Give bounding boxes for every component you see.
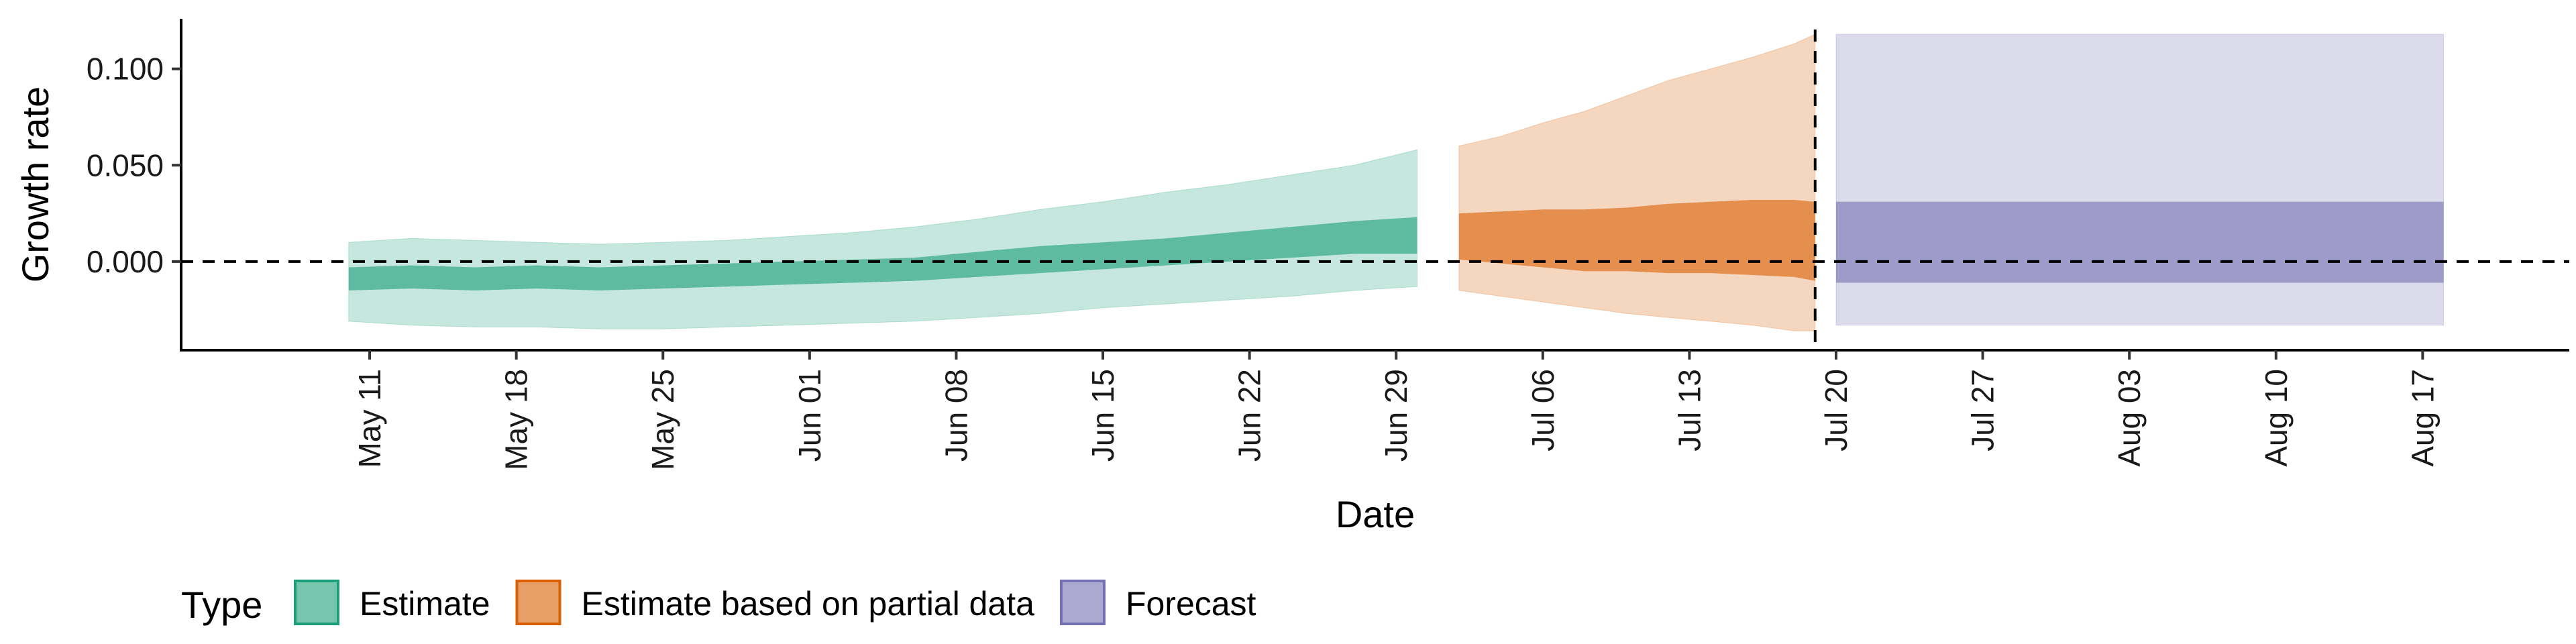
legend-title: Type bbox=[181, 584, 262, 626]
y-tick-label: 0.050 bbox=[87, 148, 164, 182]
y-tick-label: 0.100 bbox=[87, 52, 164, 87]
forecast-inner-band bbox=[1836, 201, 2444, 283]
estimate-based-on-partial-data-outer-band bbox=[1458, 34, 1816, 331]
legend-key-estimate bbox=[294, 580, 339, 625]
x-tick-label: Jun 08 bbox=[938, 369, 973, 462]
x-tick-label: Jun 22 bbox=[1232, 369, 1267, 462]
legend-label-forecast: Forecast bbox=[1126, 585, 1256, 623]
x-tick-label: May 18 bbox=[499, 369, 534, 470]
legend-label-estimate: Estimate bbox=[360, 585, 490, 623]
x-tick-label: Aug 17 bbox=[2405, 369, 2440, 467]
y-axis-title: Growth rate bbox=[14, 87, 56, 283]
x-tick-label: Jul 27 bbox=[1966, 369, 2000, 451]
x-axis-title: Date bbox=[1336, 493, 1415, 535]
x-tick-label: May 11 bbox=[352, 369, 387, 468]
estimate-inner-band bbox=[348, 217, 1417, 290]
legend-label-estimate-based-on-partial-data: Estimate based on partial data bbox=[582, 585, 1035, 623]
legend-key-forecast bbox=[1059, 580, 1106, 625]
x-tick-label: Jul 13 bbox=[1672, 369, 1707, 451]
x-tick-label: Aug 10 bbox=[2259, 369, 2294, 467]
legend-key-estimate-based-on-partial-data bbox=[515, 580, 561, 625]
estimate-based-on-partial-data-inner-band bbox=[1458, 200, 1815, 281]
ribbon-layer bbox=[348, 34, 2445, 331]
x-tick-label: Aug 03 bbox=[2112, 369, 2147, 467]
x-tick-label: Jul 06 bbox=[1525, 369, 1560, 451]
x-tick-label: Jul 20 bbox=[1819, 369, 1854, 451]
legend: Type Estimate Estimate based on partial d… bbox=[181, 580, 1256, 626]
x-axis-ticks: May 11 May 18 May 25 Jun 01 Jun 08 Jun 15 Jun … bbox=[352, 350, 2440, 470]
x-tick-label: May 25 bbox=[645, 369, 680, 470]
y-axis-ticks: 0.000 0.050 0.100 bbox=[87, 52, 181, 279]
y-tick-label: 0.000 bbox=[87, 244, 164, 279]
x-tick-label: Jun 29 bbox=[1379, 369, 1413, 462]
x-tick-label: Jun 01 bbox=[792, 369, 827, 462]
x-tick-label: Jun 15 bbox=[1085, 369, 1120, 462]
